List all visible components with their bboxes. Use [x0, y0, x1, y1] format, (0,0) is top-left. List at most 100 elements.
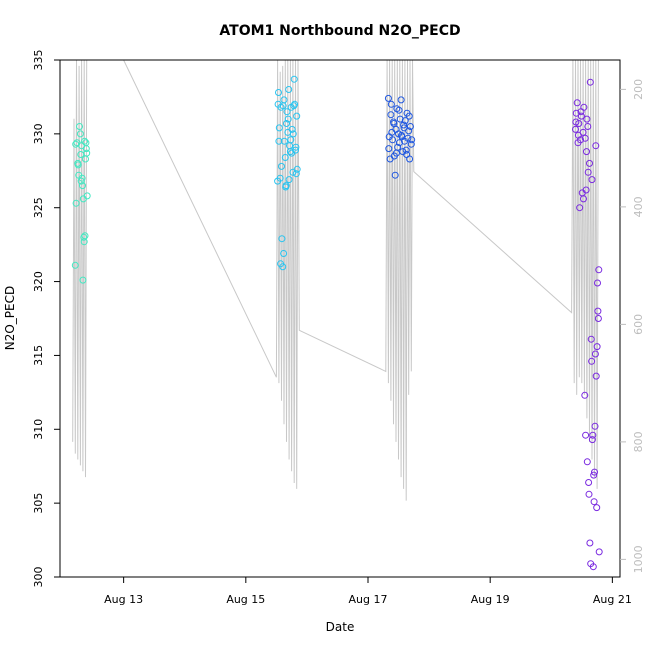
y2-tick-label: 400 — [632, 196, 645, 217]
profile-layer — [72, 59, 600, 501]
y-tick-label: 325 — [32, 197, 45, 218]
data-point — [588, 436, 596, 444]
data-point — [593, 343, 601, 351]
data-point — [284, 115, 292, 123]
data-point — [402, 146, 410, 154]
data-point — [290, 75, 298, 83]
data-point — [74, 161, 82, 169]
data-point — [582, 186, 590, 194]
data-point — [396, 115, 404, 123]
data-point — [71, 261, 79, 269]
data-point — [577, 112, 585, 120]
data-point — [589, 431, 597, 439]
data-point — [580, 195, 587, 203]
data-point — [398, 131, 405, 139]
data-point — [283, 120, 290, 127]
data-point — [590, 498, 598, 506]
data-point — [79, 182, 86, 190]
data-point — [585, 490, 593, 498]
data-point — [384, 94, 392, 102]
data-point — [407, 140, 415, 148]
data-point — [72, 199, 80, 207]
data-point — [80, 233, 88, 241]
data-point — [275, 124, 283, 132]
data-point — [408, 136, 416, 144]
data-point — [275, 137, 283, 145]
x-tick-label: Aug 15 — [226, 593, 265, 606]
y2-tick-label: 1000 — [632, 545, 645, 573]
points-layer — [71, 75, 603, 571]
data-point — [401, 117, 409, 125]
data-point — [391, 171, 399, 179]
data-point — [573, 99, 581, 107]
y-tick-label: 335 — [32, 50, 45, 71]
plot-frame — [59, 59, 621, 578]
data-point — [576, 204, 584, 212]
data-point — [404, 134, 412, 142]
data-point — [592, 372, 600, 380]
data-point — [288, 149, 296, 157]
data-point — [594, 307, 602, 315]
data-point — [289, 130, 297, 138]
data-point — [79, 276, 87, 284]
profile-line — [72, 59, 600, 501]
y-tick-label: 305 — [32, 493, 45, 514]
y2-tick-label: 800 — [632, 431, 645, 452]
y2-tick-label: 600 — [632, 314, 645, 335]
data-point — [595, 266, 603, 274]
data-point — [584, 168, 592, 176]
data-point — [279, 102, 287, 110]
data-point — [282, 183, 290, 191]
data-point — [591, 422, 599, 430]
data-point — [572, 109, 580, 117]
data-point — [592, 142, 600, 150]
data-point — [78, 174, 86, 182]
data-point — [581, 391, 589, 399]
data-point — [293, 165, 301, 173]
data-point — [385, 145, 393, 153]
data-point — [81, 137, 89, 145]
data-point — [288, 125, 296, 133]
data-point — [278, 235, 286, 243]
data-point — [588, 357, 596, 365]
data-point — [574, 131, 582, 139]
data-point — [395, 139, 403, 147]
y-tick-label: 320 — [32, 271, 45, 292]
data-point — [76, 123, 83, 130]
data-point — [591, 350, 599, 358]
data-point — [581, 134, 589, 142]
data-point — [585, 479, 593, 486]
data-point — [400, 124, 408, 132]
data-point — [387, 111, 395, 119]
data-point — [285, 86, 293, 93]
data-point — [584, 123, 592, 130]
y2-tick-label: 200 — [632, 79, 645, 100]
data-point — [287, 136, 295, 144]
data-point — [590, 471, 598, 479]
data-point — [392, 149, 400, 157]
data-point — [77, 177, 85, 185]
y-tick-label: 330 — [32, 123, 45, 144]
data-point — [589, 563, 597, 571]
data-point — [277, 260, 285, 268]
data-point — [586, 159, 593, 167]
data-point — [390, 120, 398, 127]
y-tick-label: 300 — [32, 567, 45, 588]
data-point — [276, 174, 284, 182]
x-axis-label: Date — [326, 620, 355, 634]
data-point — [588, 176, 596, 184]
y-tick-label: 315 — [32, 345, 45, 366]
data-point — [76, 130, 84, 138]
data-point — [292, 143, 300, 151]
y-tick-label: 310 — [32, 419, 45, 440]
data-point — [387, 100, 395, 108]
x-tick-label: Aug 17 — [349, 593, 388, 606]
data-point — [582, 431, 590, 439]
data-point — [400, 121, 408, 129]
data-point — [594, 279, 601, 287]
data-point — [583, 148, 590, 156]
data-point — [406, 123, 414, 130]
data-point — [274, 100, 282, 108]
y2-axis: 200 400 600 800 1000 — [620, 79, 645, 573]
